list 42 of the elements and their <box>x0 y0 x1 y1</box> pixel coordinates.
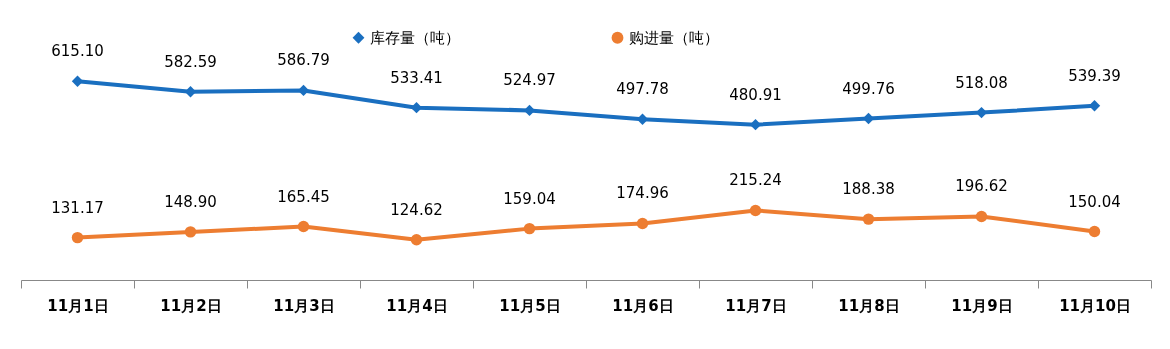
data-label: 165.45 <box>277 187 330 206</box>
data-label: 615.10 <box>51 42 104 61</box>
point <box>1088 225 1101 238</box>
x-tick-label: 11月10日 <box>1059 296 1131 315</box>
x-tick-label: 11月2日 <box>160 296 222 315</box>
x-tick-label: 11月7日 <box>725 296 787 315</box>
point <box>71 231 84 244</box>
data-label: 480.91 <box>729 85 782 104</box>
data-label: 497.78 <box>616 80 669 99</box>
x-tick-label: 11月3日 <box>273 296 335 315</box>
data-label: 124.62 <box>390 200 443 219</box>
x-tick-label: 11月6日 <box>612 296 674 315</box>
data-label: 539.39 <box>1068 66 1121 85</box>
point <box>410 234 423 246</box>
data-label: 215.24 <box>729 171 782 190</box>
data-label: 196.62 <box>955 177 1008 196</box>
data-label: 582.59 <box>164 52 217 71</box>
data-label: 533.41 <box>390 68 443 87</box>
x-tick-label: 11月5日 <box>499 296 561 315</box>
legend-label: 库存量（吨） <box>370 28 460 47</box>
x-tick-label: 11月9日 <box>951 296 1013 315</box>
point <box>636 217 649 230</box>
data-label: 150.04 <box>1068 192 1121 211</box>
data-label: 174.96 <box>616 184 669 203</box>
data-label: 586.79 <box>277 51 330 70</box>
point <box>184 226 197 238</box>
x-tick-label: 11月4日 <box>386 296 448 315</box>
data-label: 524.97 <box>503 71 556 90</box>
point <box>862 213 875 225</box>
x-tick-label: 11月8日 <box>838 296 900 315</box>
data-label: 131.17 <box>51 198 104 217</box>
data-label: 148.90 <box>164 192 217 211</box>
data-label: 499.76 <box>842 79 895 98</box>
data-label: 188.38 <box>842 180 895 199</box>
point <box>523 222 536 235</box>
data-label: 518.08 <box>955 73 1008 92</box>
legend-label: 购进量（吨） <box>629 28 719 47</box>
point <box>975 210 988 223</box>
data-label: 159.04 <box>503 189 556 208</box>
point <box>749 204 762 217</box>
point <box>297 220 310 233</box>
x-tick-label: 11月1日 <box>47 296 109 315</box>
